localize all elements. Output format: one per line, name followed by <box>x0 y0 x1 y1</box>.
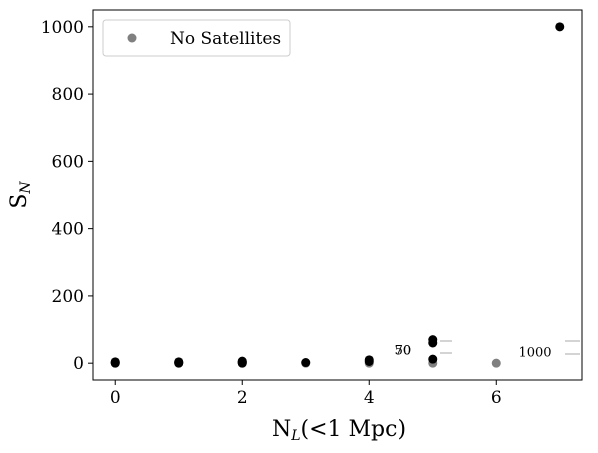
x-tick-label: 2 <box>237 388 248 408</box>
x-tick-label: 6 <box>491 388 502 408</box>
axis-ticks: 0 2 4 6 0 200 400 600 800 1000 <box>41 18 502 408</box>
data-point <box>301 358 311 368</box>
y-tick-label: 1000 <box>41 18 84 38</box>
legend-label: No Satellites <box>170 29 281 49</box>
y-axis-label: SN <box>7 181 34 209</box>
y-tick-label: 800 <box>52 85 84 105</box>
decorations <box>440 340 580 355</box>
x-axis-label: NL(<1 Mpc) <box>272 417 406 444</box>
annotation-label: 1000 <box>518 345 551 360</box>
no-satellites-point <box>491 358 501 368</box>
data-point <box>364 355 374 365</box>
data-point <box>428 335 438 345</box>
annotation-label: 70 <box>395 344 412 359</box>
plot-area <box>92 9 583 381</box>
data-point <box>174 357 184 367</box>
annotation-label: 50 <box>395 344 412 359</box>
y-tick-label: 400 <box>52 220 84 240</box>
y-tick-label: 600 <box>52 152 84 172</box>
data-point <box>110 357 120 367</box>
data-point <box>555 22 565 32</box>
x-tick-label: 0 <box>110 388 121 408</box>
x-tick-label: 4 <box>364 388 375 408</box>
y-tick-label: 0 <box>73 354 84 374</box>
data-points <box>110 22 565 368</box>
data-point <box>428 354 438 364</box>
data-point <box>237 356 247 366</box>
legend: No Satellites <box>102 19 291 57</box>
legend-box <box>102 19 291 57</box>
y-tick-label: 200 <box>52 287 84 307</box>
legend-marker <box>127 33 137 43</box>
